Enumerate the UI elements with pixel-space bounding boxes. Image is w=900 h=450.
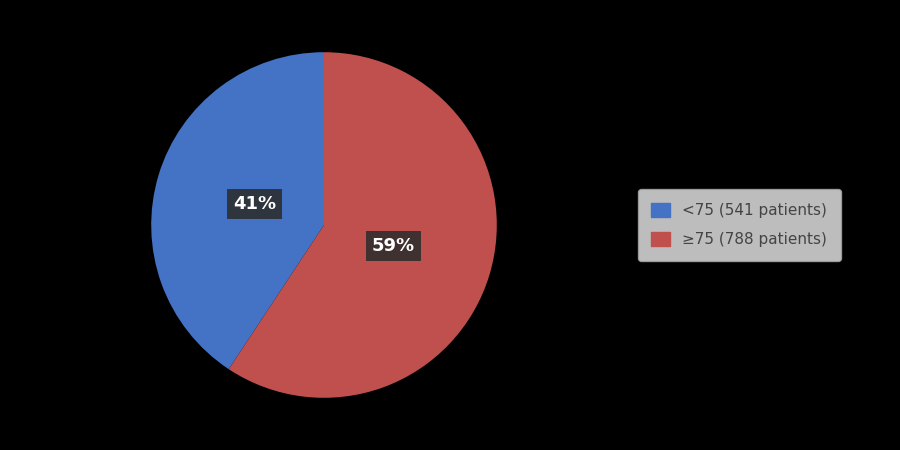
Text: 41%: 41% [233,195,276,213]
Wedge shape [151,52,324,369]
Legend: <75 (541 patients), ≥75 (788 patients): <75 (541 patients), ≥75 (788 patients) [637,189,841,261]
Wedge shape [229,52,497,398]
Text: 59%: 59% [372,237,415,255]
